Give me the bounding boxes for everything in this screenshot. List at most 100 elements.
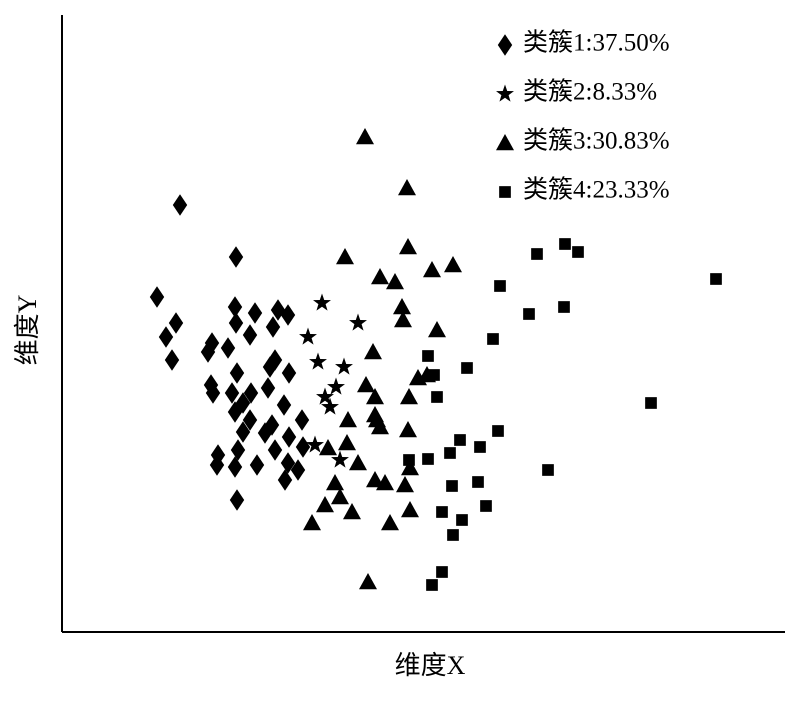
point [542, 464, 554, 476]
point [228, 246, 244, 268]
point [371, 418, 389, 435]
point [339, 411, 357, 428]
point [316, 496, 334, 513]
point [710, 273, 722, 285]
point [523, 308, 535, 320]
point [230, 439, 246, 461]
point [158, 326, 174, 348]
point [336, 248, 354, 265]
point [290, 459, 306, 481]
point [168, 312, 184, 334]
point [227, 296, 243, 318]
point [394, 311, 412, 328]
point [645, 397, 657, 409]
point [456, 514, 468, 526]
point [426, 579, 438, 591]
point [454, 434, 466, 446]
point [400, 388, 418, 405]
x-axis-label: 维度X [395, 651, 466, 680]
point [381, 514, 399, 531]
point [474, 441, 486, 453]
point [319, 439, 337, 456]
point [401, 501, 419, 518]
legend-marker [497, 34, 513, 56]
point [227, 456, 243, 478]
point [229, 489, 245, 511]
point [436, 566, 448, 578]
point [294, 409, 310, 431]
point [277, 469, 293, 491]
point [472, 476, 484, 488]
point [409, 369, 427, 386]
legend-marker [496, 134, 514, 151]
point [228, 312, 244, 334]
point [149, 286, 165, 308]
point [444, 447, 456, 459]
point [204, 332, 220, 354]
point [299, 327, 317, 345]
point [398, 179, 416, 196]
point [338, 434, 356, 451]
point [257, 422, 273, 444]
point [249, 454, 265, 476]
point [396, 476, 414, 493]
point [306, 435, 324, 453]
point [303, 514, 321, 531]
point [376, 474, 394, 491]
point [558, 301, 570, 313]
point [356, 128, 374, 145]
legend-marker [499, 186, 511, 198]
point [210, 444, 226, 466]
point [229, 362, 245, 384]
point [280, 452, 296, 474]
point [359, 573, 377, 590]
point [209, 454, 225, 476]
point [331, 488, 349, 505]
point [494, 280, 506, 292]
point [327, 377, 345, 395]
point [428, 369, 440, 381]
point [281, 362, 297, 384]
point [326, 474, 344, 491]
point [399, 238, 417, 255]
point [309, 352, 327, 370]
point [436, 506, 448, 518]
point [343, 503, 361, 520]
point [572, 246, 584, 258]
legend-label: 类簇1:37.50% [523, 29, 670, 57]
point [531, 248, 543, 260]
point [260, 377, 276, 399]
point [492, 425, 504, 437]
point [242, 324, 258, 346]
point [265, 316, 281, 338]
point [280, 304, 296, 326]
point [559, 238, 571, 250]
point [313, 293, 331, 311]
legend-marker [496, 84, 514, 102]
point [423, 261, 441, 278]
point [281, 426, 297, 448]
point [316, 387, 334, 405]
point [235, 421, 251, 443]
point [321, 397, 339, 415]
y-axis-label: 维度Y [13, 294, 42, 365]
legend-label: 类簇2:8.33% [523, 78, 657, 106]
point [393, 298, 411, 315]
point [399, 421, 417, 438]
point [447, 529, 459, 541]
point [401, 459, 419, 476]
point [428, 321, 446, 338]
point [364, 343, 382, 360]
point [295, 436, 311, 458]
point [224, 382, 240, 404]
point [331, 450, 349, 468]
legend-label: 类簇3:30.83% [523, 127, 670, 155]
point [371, 268, 389, 285]
point [461, 362, 473, 374]
point [366, 406, 384, 423]
point [431, 391, 443, 403]
point [200, 341, 216, 363]
point [480, 500, 492, 512]
point [444, 256, 462, 273]
